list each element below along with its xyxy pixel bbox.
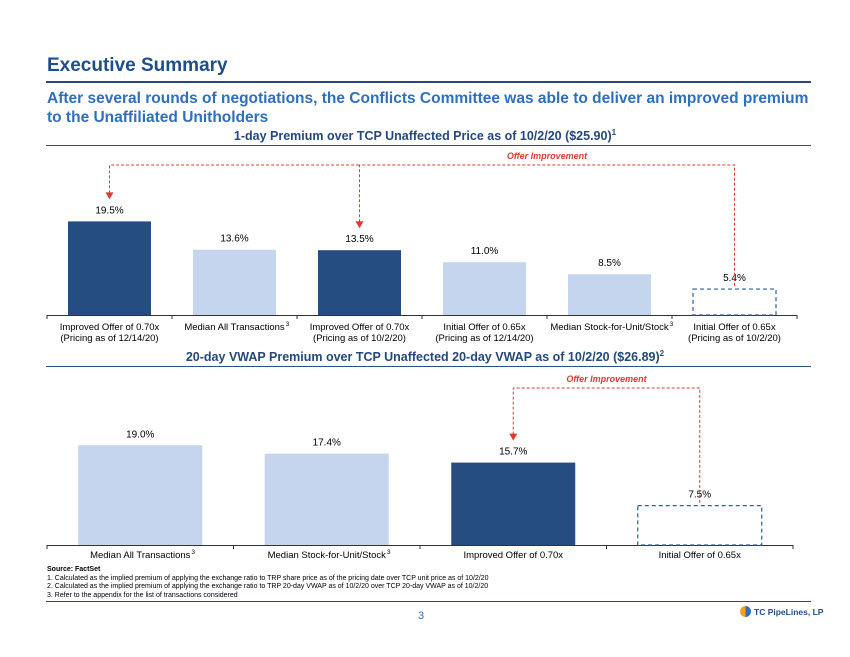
chart2-data-label: 19.0% <box>126 429 154 440</box>
chart1-bar <box>193 249 276 315</box>
chart2-bar <box>78 445 203 545</box>
chart1-data-label: 11.0% <box>471 246 499 257</box>
company-logo: TC PipeLines, LP <box>740 606 823 617</box>
chart2-category-label: Median Stock-for-Unit/Stock <box>268 550 387 561</box>
footer-divider <box>46 601 811 602</box>
chart1-category-sublabel: (Pricing as of 12/14/20) <box>435 333 533 344</box>
chart1-data-label: 8.5% <box>598 258 621 269</box>
chart1-category-footnote: 3 <box>286 321 290 328</box>
chart2-top-rule <box>46 366 811 367</box>
footnote-2: 2. Calculated as the implied premium of … <box>47 583 489 591</box>
chart1-callout-arrow-icon <box>355 221 364 229</box>
chart2-title: 20-day VWAP Premium over TCP Unaffected … <box>0 349 850 364</box>
chart2-callout-arrow-icon <box>509 433 518 441</box>
footnote-3: 3. Refer to the appendix for the list of… <box>47 591 238 599</box>
chart1-category-label: Initial Offer of 0.65x <box>693 322 775 333</box>
chart1-callout-label: Offer Improvement <box>507 151 588 161</box>
chart1-callout-arrow-icon <box>105 192 114 200</box>
charts-canvas: 19.5%Improved Offer of 0.70x(Pricing as … <box>46 151 798 561</box>
chart1-top-rule <box>46 145 811 146</box>
chart1-category-label: Improved Offer of 0.70x <box>310 322 410 333</box>
chart1-title-text: 1-day Premium over TCP Unaffected Price … <box>233 129 612 144</box>
chart1-data-label: 13.5% <box>345 234 373 245</box>
chart2-callout-label: Offer Improvement <box>566 374 647 384</box>
chart1-bar <box>692 288 777 316</box>
chart2-bar <box>264 453 389 545</box>
footnotes: Source: FactSet 1. Calculated as the imp… <box>47 566 489 600</box>
page-subtitle: After several rounds of negotiations, th… <box>47 90 809 126</box>
chart2-category-footnote: 3 <box>191 549 195 556</box>
chart1-category-label: Initial Offer of 0.65x <box>443 322 525 333</box>
footnote-1: 1. Calculated as the implied premium of … <box>47 574 489 582</box>
chart1-bar <box>68 221 151 315</box>
page-number: 3 <box>418 610 425 622</box>
chart1-category-label: Median Stock-for-Unit/Stock <box>550 322 669 333</box>
chart1-bar <box>318 250 401 315</box>
chart2-category-label: Median All Transactions <box>90 550 191 561</box>
logo-mark-icon <box>740 606 751 617</box>
chart1-data-label: 13.6% <box>220 234 248 245</box>
chart2-data-label: 15.7% <box>499 447 527 458</box>
chart2-data-label: 17.4% <box>313 438 341 449</box>
chart2-category-label: Initial Offer of 0.65x <box>659 550 741 561</box>
chart1-category-label: Median All Transactions <box>184 322 285 333</box>
chart1-category-footnote: 3 <box>670 321 674 328</box>
chart2-bar <box>637 505 763 546</box>
chart1-title: 1-day Premium over TCP Unaffected Price … <box>0 128 850 143</box>
chart2-title-text: 20-day VWAP Premium over TCP Unaffected … <box>185 350 660 365</box>
chart1-bar <box>443 262 526 315</box>
chart2-callout-line <box>512 387 701 504</box>
chart1-callout-line <box>109 164 360 194</box>
chart2-title-footnote: 2 <box>659 349 665 358</box>
chart1-bar <box>568 274 651 315</box>
page-title: Executive Summary <box>47 55 228 76</box>
source-note: Source: FactSet <box>47 566 101 573</box>
chart1-category-label: Improved Offer of 0.70x <box>60 322 160 333</box>
chart1-callout-line <box>359 164 735 288</box>
chart1-data-label: 19.5% <box>95 205 123 216</box>
chart1-title-footnote: 1 <box>611 128 617 137</box>
chart1-category-sublabel: (Pricing as of 12/14/20) <box>60 333 158 344</box>
logo-text: TC PipeLines, LP <box>754 606 824 617</box>
title-divider <box>46 81 811 83</box>
chart1-category-sublabel: (Pricing as of 10/2/20) <box>313 333 406 344</box>
chart1-category-sublabel: (Pricing as of 10/2/20) <box>688 333 781 344</box>
chart2-category-footnote: 3 <box>387 549 391 556</box>
chart2-category-label: Improved Offer of 0.70x <box>463 550 563 561</box>
chart2-bar <box>451 462 576 545</box>
